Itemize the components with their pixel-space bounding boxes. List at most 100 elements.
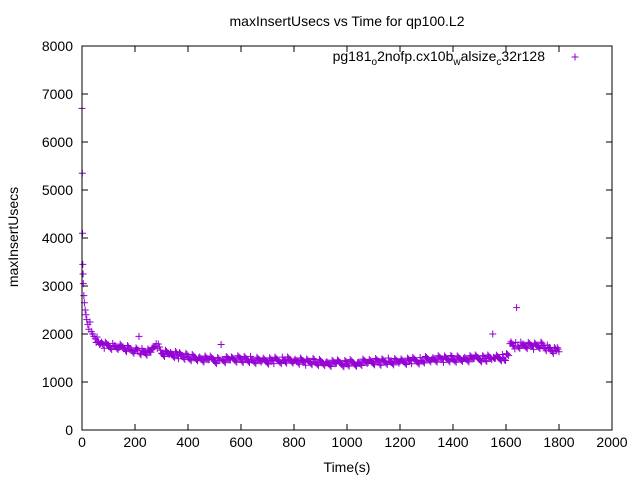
x-tick-label: 0 bbox=[78, 434, 86, 450]
data-point bbox=[404, 355, 412, 363]
y-tick-label: 0 bbox=[65, 422, 73, 438]
data-point bbox=[142, 350, 150, 358]
legend-text-part: w bbox=[452, 57, 461, 68]
data-point bbox=[282, 358, 290, 366]
data-point bbox=[507, 338, 515, 346]
data-point bbox=[489, 330, 497, 338]
data-point bbox=[214, 353, 222, 361]
data-point bbox=[432, 357, 440, 365]
data-point bbox=[154, 340, 162, 348]
data-point bbox=[522, 343, 530, 351]
data-point bbox=[526, 341, 534, 349]
data-point bbox=[447, 352, 455, 360]
data-point bbox=[81, 306, 89, 314]
data-point bbox=[377, 361, 385, 369]
data-point bbox=[537, 338, 545, 346]
data-point bbox=[468, 354, 476, 362]
data-point bbox=[295, 360, 303, 368]
data-point bbox=[155, 343, 163, 351]
data-point bbox=[108, 346, 116, 354]
data-point bbox=[283, 359, 291, 367]
data-point bbox=[401, 359, 409, 367]
data-point bbox=[482, 356, 490, 364]
data-point bbox=[515, 343, 523, 351]
data-point bbox=[217, 341, 225, 349]
data-point bbox=[459, 357, 467, 365]
data-point bbox=[477, 357, 485, 365]
data-point bbox=[159, 351, 167, 359]
data-point bbox=[160, 352, 168, 360]
data-point bbox=[233, 358, 241, 366]
y-tick-label: 4000 bbox=[42, 230, 73, 246]
x-tick-label: 1800 bbox=[543, 434, 574, 450]
data-point bbox=[82, 311, 90, 319]
data-point bbox=[389, 360, 397, 368]
data-point bbox=[143, 351, 151, 359]
data-point bbox=[121, 346, 129, 354]
data-point bbox=[170, 354, 178, 362]
data-point bbox=[362, 358, 370, 366]
y-axis-label: maxInsertUsecs bbox=[5, 187, 21, 287]
data-point bbox=[340, 363, 348, 371]
data-point bbox=[516, 344, 524, 352]
data-point bbox=[373, 356, 381, 364]
data-point bbox=[414, 359, 422, 367]
data-point bbox=[363, 360, 371, 368]
data-point bbox=[252, 360, 260, 368]
data-point bbox=[113, 344, 121, 352]
data-point bbox=[182, 349, 190, 357]
data-point bbox=[451, 357, 459, 365]
data-point bbox=[382, 359, 390, 367]
data-point bbox=[309, 354, 317, 362]
data-point bbox=[114, 346, 122, 354]
data-point bbox=[469, 355, 477, 363]
data-point bbox=[419, 358, 427, 366]
data-point bbox=[123, 348, 131, 356]
data-point bbox=[446, 358, 454, 366]
data-point bbox=[102, 339, 110, 347]
data-point bbox=[169, 352, 177, 360]
data-point bbox=[549, 349, 557, 357]
data-point bbox=[433, 358, 441, 366]
data-point bbox=[548, 348, 556, 356]
data-point bbox=[483, 357, 491, 365]
data-point bbox=[267, 355, 275, 363]
x-tick-label: 1400 bbox=[437, 434, 468, 450]
data-point bbox=[553, 344, 561, 352]
data-point bbox=[118, 343, 126, 351]
legend: pg181o2nofp.cx10bwalsizec32r128 bbox=[333, 48, 579, 68]
data-point bbox=[220, 358, 228, 366]
y-tick-label: 7000 bbox=[42, 86, 73, 102]
data-point bbox=[80, 292, 88, 300]
data-point bbox=[270, 360, 278, 368]
data-point bbox=[327, 362, 335, 370]
data-point bbox=[107, 344, 115, 352]
data-point bbox=[212, 358, 220, 366]
data-point bbox=[530, 345, 538, 353]
data-point bbox=[341, 356, 349, 364]
data-point bbox=[79, 229, 87, 237]
data-point bbox=[133, 345, 141, 353]
data-point bbox=[326, 361, 334, 369]
data-point bbox=[251, 358, 259, 366]
data-point bbox=[464, 357, 472, 365]
data-point bbox=[124, 342, 132, 350]
data-point bbox=[408, 360, 416, 368]
data-point bbox=[353, 362, 361, 370]
data-point bbox=[426, 357, 434, 365]
data-point bbox=[402, 361, 410, 369]
data-point bbox=[186, 356, 194, 364]
y-tick-label: 8000 bbox=[42, 38, 73, 54]
legend-text-part: o bbox=[372, 57, 378, 68]
y-tick-label: 6000 bbox=[42, 134, 73, 150]
legend-text-part: alsize bbox=[461, 48, 497, 64]
data-point bbox=[314, 362, 322, 370]
data-point bbox=[351, 361, 359, 369]
data-point bbox=[478, 358, 486, 366]
data-point bbox=[445, 357, 453, 365]
data-point bbox=[358, 361, 366, 369]
data-point bbox=[187, 357, 195, 365]
x-tick-label: 2000 bbox=[596, 434, 627, 450]
data-point bbox=[79, 270, 87, 278]
